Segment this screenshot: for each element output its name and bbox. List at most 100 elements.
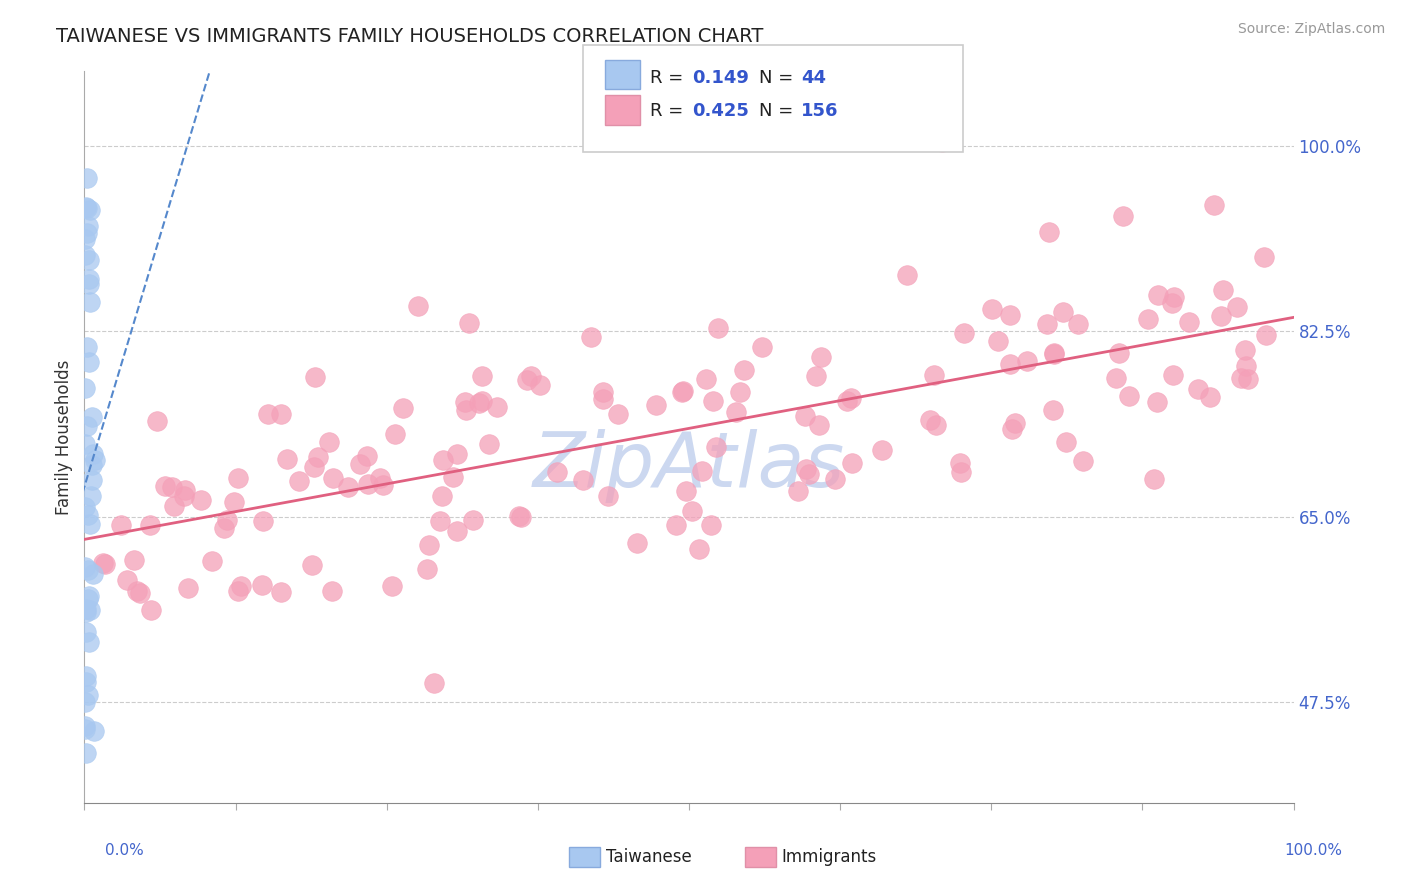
Point: [270, 585, 292, 599]
Point: [896, 268, 918, 282]
Point: [987, 334, 1010, 349]
Point: [688, 541, 710, 556]
Point: [1147, 288, 1170, 302]
Point: [1146, 394, 1168, 409]
Point: [1042, 403, 1064, 417]
Point: [79, 489, 101, 503]
Point: [529, 378, 551, 392]
Point: [918, 413, 941, 427]
Point: [458, 316, 481, 330]
Point: [287, 475, 309, 489]
Point: [76, 563, 98, 577]
Text: ZipAtlas: ZipAtlas: [533, 429, 845, 503]
Point: [1253, 250, 1275, 264]
Point: [922, 368, 945, 383]
Point: [80, 409, 103, 424]
Point: [160, 480, 183, 494]
Point: [519, 369, 541, 384]
Point: [1161, 368, 1184, 382]
Point: [80, 473, 103, 487]
Point: [690, 464, 713, 478]
Point: [645, 398, 668, 412]
Point: [665, 518, 688, 533]
Point: [302, 460, 325, 475]
Point: [252, 514, 274, 528]
Text: N =: N =: [759, 69, 799, 87]
Point: [381, 579, 404, 593]
Point: [91, 556, 114, 570]
Point: [406, 299, 429, 313]
Point: [173, 489, 195, 503]
Point: [950, 465, 973, 479]
Point: [1209, 310, 1232, 324]
Point: [839, 391, 862, 405]
Point: [423, 675, 446, 690]
Point: [949, 457, 972, 471]
Point: [1254, 328, 1277, 343]
Point: [79, 203, 101, 218]
Point: [75, 232, 97, 246]
Point: [1212, 283, 1234, 297]
Point: [415, 562, 437, 576]
Point: [82, 567, 104, 582]
Point: [173, 483, 195, 497]
Point: [592, 384, 614, 399]
Point: [607, 407, 630, 421]
Point: [1043, 346, 1066, 360]
Point: [75, 200, 97, 214]
Point: [75, 605, 97, 619]
Point: [82, 447, 104, 461]
Point: [257, 407, 280, 421]
Text: 0.149: 0.149: [692, 69, 748, 87]
Point: [924, 417, 946, 432]
Point: [75, 560, 97, 574]
Point: [83, 453, 105, 467]
Point: [454, 402, 477, 417]
Point: [1160, 296, 1182, 310]
Text: 100.0%: 100.0%: [1285, 843, 1343, 858]
Point: [1163, 290, 1185, 304]
Point: [76, 419, 98, 434]
Point: [931, 136, 953, 150]
Point: [276, 452, 298, 467]
Point: [579, 329, 602, 343]
Point: [76, 688, 98, 702]
Point: [824, 472, 846, 486]
Point: [454, 395, 477, 409]
Point: [76, 226, 98, 240]
Point: [446, 524, 468, 538]
Point: [1237, 372, 1260, 386]
Point: [318, 435, 340, 450]
Point: [75, 669, 97, 683]
Point: [215, 513, 238, 527]
Point: [794, 409, 817, 424]
Point: [307, 450, 329, 464]
Point: [79, 635, 101, 649]
Text: Immigrants: Immigrants: [782, 848, 877, 866]
Point: [73, 718, 96, 732]
Point: [1004, 416, 1026, 430]
Point: [222, 495, 245, 509]
Point: [79, 517, 101, 532]
Point: [508, 509, 530, 524]
Point: [485, 400, 508, 414]
Point: [1000, 422, 1022, 436]
Point: [75, 602, 97, 616]
Point: [76, 340, 98, 354]
Point: [870, 443, 893, 458]
Point: [83, 724, 105, 739]
Point: [1118, 389, 1140, 403]
Point: [110, 518, 132, 533]
Point: [76, 201, 98, 215]
Point: [418, 538, 440, 552]
Point: [1038, 225, 1060, 239]
Point: [73, 437, 96, 451]
Text: 0.0%: 0.0%: [105, 843, 145, 858]
Point: [77, 277, 100, 292]
Point: [1198, 390, 1220, 404]
Point: [1054, 435, 1077, 450]
Point: [671, 384, 693, 399]
Text: R =: R =: [650, 103, 689, 120]
Point: [794, 462, 817, 476]
Point: [75, 695, 97, 709]
